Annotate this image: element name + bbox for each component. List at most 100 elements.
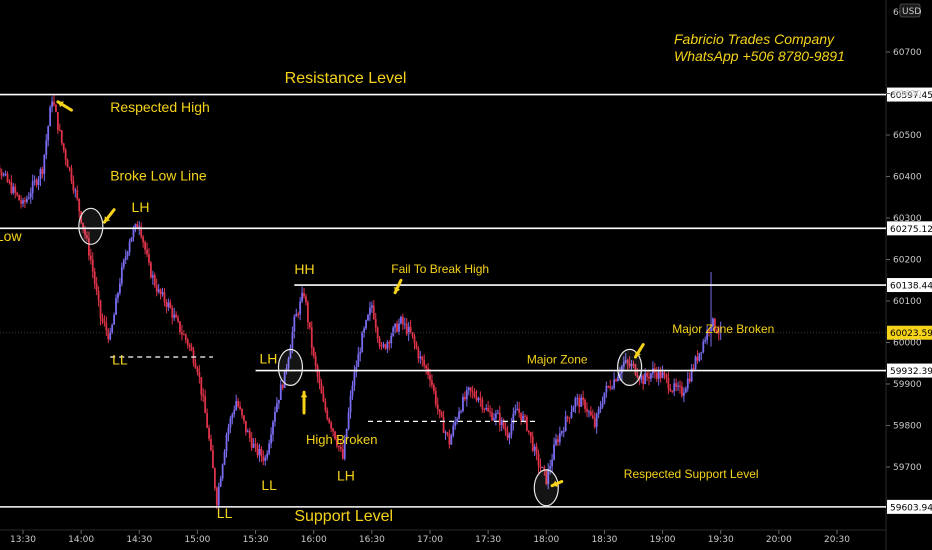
candle-body: [419, 356, 422, 359]
candle-body: [684, 388, 687, 393]
candle-body: [58, 129, 61, 131]
brand-company: Fabricio Trades Company: [674, 31, 835, 47]
candle-body: [413, 336, 416, 344]
candle-body: [82, 222, 84, 229]
candle-body: [401, 316, 404, 325]
candle-body: [547, 468, 550, 485]
candle-body: [264, 457, 267, 461]
candle-body: [648, 376, 650, 379]
annotation-label: Resistance Level: [285, 70, 407, 87]
candle-body: [442, 416, 445, 433]
candle-body: [93, 271, 96, 284]
candle-body: [493, 418, 495, 421]
time-axis: 13:30 14:00 14:30 15:00 15:30 16:00 16:30 17:00…: [10, 530, 850, 545]
candle-body: [76, 190, 79, 199]
candle-body: [518, 408, 521, 413]
candle-body: [363, 328, 366, 333]
candle-body: [341, 448, 344, 459]
candle-body: [91, 259, 94, 272]
candle-body: [66, 159, 69, 168]
candle-body: [202, 394, 205, 397]
candle-body: [562, 431, 565, 433]
time-tick-label: 19:30: [708, 535, 734, 545]
currency-badge-box[interactable]: [899, 3, 921, 18]
candle-body: [487, 407, 490, 412]
candle-body: [712, 318, 714, 327]
candle-body: [421, 356, 424, 361]
candle-body: [146, 249, 148, 255]
candle-body: [494, 413, 497, 419]
candle-body: [274, 411, 276, 422]
annotation-label: LH: [337, 468, 355, 484]
candle-body: [179, 321, 181, 333]
candle-body: [39, 169, 42, 179]
candle-body: [55, 104, 57, 113]
price-tick-label: 60600: [893, 90, 922, 100]
candle-body: [450, 435, 453, 445]
candle-body: [248, 431, 251, 438]
candle-body: [299, 301, 302, 315]
candle-body: [307, 302, 309, 323]
candle-body: [506, 431, 509, 438]
annotation-label: High Broken: [306, 432, 378, 447]
candle-body: [111, 324, 114, 333]
candle-body: [349, 395, 352, 413]
candle-body: [578, 397, 581, 407]
candle-body: [502, 420, 505, 428]
candle-body: [545, 470, 548, 485]
candle-body: [576, 397, 579, 399]
candle-body: [541, 467, 544, 469]
candle-body: [314, 356, 317, 366]
annotation-label: Broke Low Line: [110, 168, 207, 184]
time-tick-label: 17:30: [475, 535, 501, 545]
candle-body: [49, 107, 52, 127]
candle-body: [22, 200, 24, 204]
candle-body: [520, 412, 522, 421]
candle-body: [405, 323, 408, 334]
candle-body: [223, 451, 226, 465]
annotation-label: Fail To Break High: [391, 262, 489, 276]
candle-body: [436, 404, 439, 410]
candle-body: [403, 323, 406, 325]
candle-body: [161, 292, 164, 295]
candle-body: [115, 298, 117, 315]
candle-body: [454, 421, 457, 426]
candle-body: [543, 467, 546, 471]
price-axis: 6080060700606006050060400603006020060100…: [886, 8, 922, 473]
candle-body: [588, 411, 590, 413]
candle-body: [551, 459, 553, 467]
candle-body: [4, 173, 7, 175]
candle-body: [130, 237, 133, 242]
candle-body: [686, 378, 689, 389]
candle-body: [27, 197, 30, 199]
candle-body: [229, 418, 232, 428]
candle-body: [380, 346, 383, 348]
candle-body: [698, 352, 701, 361]
annotation-label: LH: [259, 350, 277, 366]
time-tick-label: 17:00: [417, 535, 443, 545]
candle-body: [293, 316, 296, 332]
candle-body: [527, 430, 530, 433]
candles-layer: [0, 95, 722, 513]
candle-body: [89, 255, 92, 260]
candle-body: [539, 465, 542, 468]
candle-body: [560, 431, 563, 434]
time-tick-label: 20:00: [766, 535, 792, 545]
candle-body: [634, 364, 637, 375]
candle-body: [109, 332, 112, 340]
candle-body: [270, 434, 272, 444]
candle-body: [617, 376, 619, 382]
annotation-label: LL: [112, 351, 128, 367]
candle-body: [498, 412, 501, 426]
currency-badge[interactable]: USD: [902, 7, 921, 17]
candle-body: [452, 425, 455, 436]
candle-body: [601, 403, 604, 408]
candle-body: [370, 305, 373, 308]
candle-body: [322, 393, 325, 402]
candle-body: [667, 377, 670, 389]
candle-body: [390, 335, 393, 344]
highlight-circle: [533, 469, 559, 507]
candle-body: [53, 101, 55, 105]
candle-body: [330, 422, 333, 429]
